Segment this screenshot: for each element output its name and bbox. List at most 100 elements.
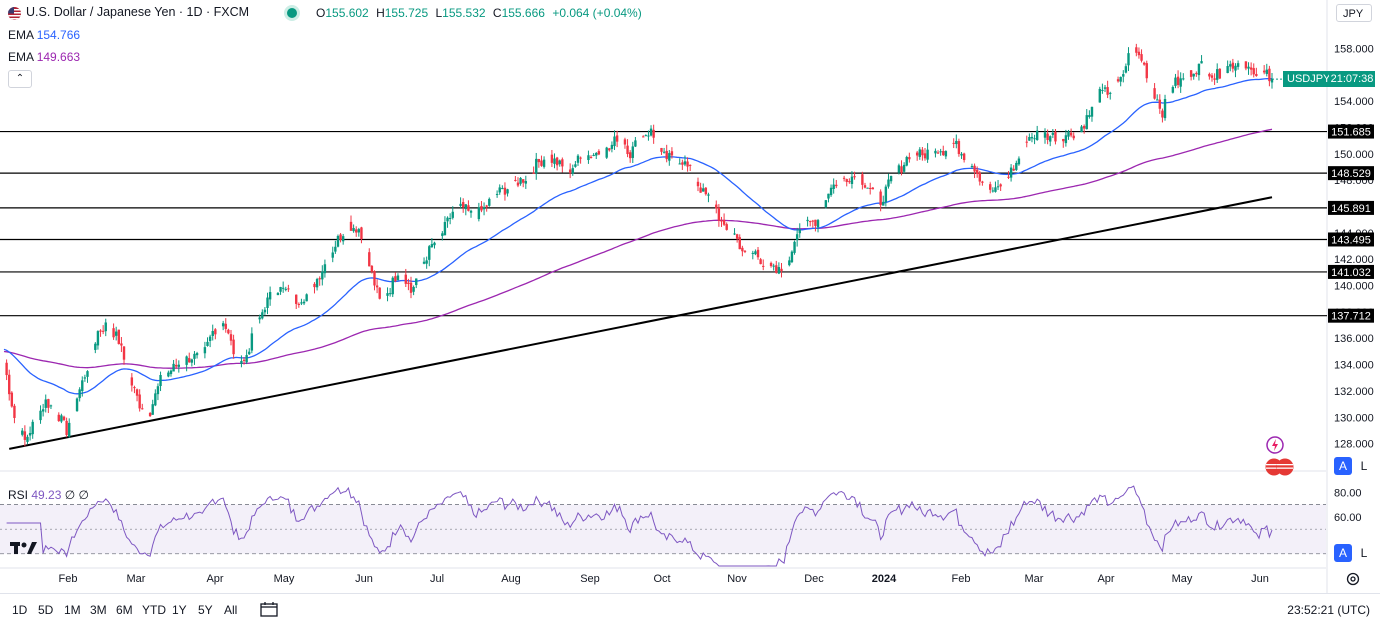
rsi-legend[interactable]: RSI 49.23 ∅ ∅ <box>8 488 89 502</box>
candle-body <box>1033 138 1036 140</box>
candle-body <box>1012 168 1015 171</box>
time-range-ytd[interactable]: YTD <box>142 603 166 617</box>
candle-body <box>86 371 89 377</box>
candle-body <box>605 147 608 158</box>
candle-body <box>814 219 817 226</box>
candle-body <box>1067 131 1070 137</box>
time-range-3m[interactable]: 3M <box>90 603 107 617</box>
auto-scale-button[interactable]: A <box>1334 457 1352 475</box>
candle-body <box>388 293 392 295</box>
candle-body <box>339 234 342 241</box>
candle-body <box>848 181 851 183</box>
currency-selector[interactable]: JPY <box>1336 4 1372 22</box>
candle-body <box>409 282 413 293</box>
candle-body <box>811 220 815 222</box>
candle-body <box>1127 53 1130 66</box>
candle-body <box>287 288 290 290</box>
rsi-line <box>6 485 1273 567</box>
time-range-5d[interactable]: 5D <box>38 603 54 617</box>
rsi-log-scale-button[interactable]: L <box>1360 546 1368 560</box>
symbol-title[interactable]: U.S. Dollar / Japanese Yen · 1D · FXCM <box>26 5 250 19</box>
rsi-auto-scale-button[interactable]: A <box>1334 544 1352 562</box>
candle-body <box>446 217 449 222</box>
candle-body <box>394 276 397 282</box>
candle-body <box>887 179 890 187</box>
candle-body <box>824 200 828 208</box>
level-label-bg <box>1328 166 1374 181</box>
candle-body <box>806 219 809 222</box>
candle-body <box>535 158 538 174</box>
candle-body <box>461 202 465 208</box>
time-range-1d[interactable]: 1D <box>12 603 28 617</box>
price-chart[interactable]: 158.000156.000154.000152.000150.000148.0… <box>0 0 1380 593</box>
settings-icon[interactable] <box>1345 571 1361 592</box>
time-range-1y[interactable]: 1Y <box>172 603 187 617</box>
candle-body <box>1153 88 1156 99</box>
candle-body <box>495 193 499 195</box>
time-range-5y[interactable]: 5Y <box>198 603 213 617</box>
candle-body <box>923 153 927 159</box>
candle-body <box>39 410 42 421</box>
compare-icon[interactable] <box>260 601 278 622</box>
utc-clock[interactable]: 23:52:21 (UTC) <box>1287 603 1370 617</box>
candle-body <box>981 181 984 183</box>
candle-body <box>827 193 830 199</box>
candle-body <box>1025 141 1028 143</box>
candle-body <box>323 264 327 274</box>
lightning-icon[interactable] <box>1266 436 1284 459</box>
candle-body <box>754 251 757 255</box>
ema-fast-legend[interactable]: EMA 154.766 <box>8 28 80 42</box>
ema-slow-legend[interactable]: EMA 149.663 <box>8 50 80 64</box>
y-tick-label: 130.000 <box>1334 412 1374 424</box>
candle-body <box>482 207 486 210</box>
flag-us-jp-icon[interactable] <box>1264 458 1296 481</box>
candle-body <box>1229 64 1232 67</box>
x-tick-label: Jun <box>1251 573 1269 585</box>
candle-body <box>1122 74 1125 77</box>
candle-body <box>626 145 629 155</box>
candle-body <box>869 187 872 189</box>
candle-body <box>1028 137 1031 141</box>
candle-body <box>524 181 528 184</box>
candle-body <box>208 336 212 341</box>
candle-body <box>835 184 838 187</box>
badge-symbol: USDJPY <box>1287 73 1331 86</box>
candle-body <box>1216 69 1219 80</box>
time-range-6m[interactable]: 6M <box>116 603 133 617</box>
low-label: L <box>435 6 443 20</box>
x-tick-label: Jul <box>430 573 444 585</box>
candle-body <box>780 268 783 272</box>
candle-body <box>266 297 269 308</box>
candle-body <box>741 247 744 252</box>
candle-body <box>41 409 45 412</box>
candle-body <box>229 334 233 341</box>
candle-body <box>644 135 648 137</box>
candle-body <box>688 164 692 166</box>
candle-body <box>57 414 60 421</box>
candle-body <box>850 176 854 184</box>
candle-body <box>1234 65 1237 71</box>
candle-body <box>1156 99 1159 101</box>
candle-body <box>415 278 418 286</box>
candle-body <box>498 187 501 193</box>
candle-body <box>112 328 115 338</box>
candle-body <box>975 169 979 174</box>
candle-body <box>733 233 736 235</box>
close-value: 155.666 <box>501 6 545 20</box>
candle-body <box>615 135 619 142</box>
candle-body <box>49 405 53 407</box>
candle-body <box>1072 135 1075 139</box>
time-range-all[interactable]: All <box>224 603 238 617</box>
time-range-1m[interactable]: 1M <box>64 603 81 617</box>
candle-body <box>1119 76 1122 82</box>
rsi-tick-label: 60.00 <box>1334 512 1362 524</box>
candle-body <box>743 250 747 252</box>
candle-body <box>75 398 79 412</box>
log-scale-button[interactable]: L <box>1360 459 1368 473</box>
candle-body <box>1062 138 1065 142</box>
candle-body <box>553 158 556 164</box>
candle-body <box>1135 47 1138 53</box>
collapse-legend-button[interactable]: ⌃ <box>8 70 32 88</box>
candle-body <box>1262 70 1266 73</box>
candle-body <box>1189 70 1193 77</box>
